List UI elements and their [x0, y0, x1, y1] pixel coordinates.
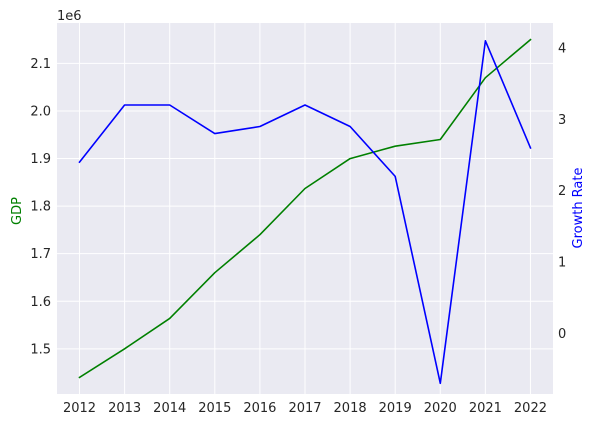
- x-tick-label: 2017: [288, 401, 321, 416]
- x-tick-label: 2015: [198, 401, 231, 416]
- x-tick-label: 2018: [334, 401, 367, 416]
- x-tick-label: 2016: [243, 401, 276, 416]
- right-y-tick-label: 1: [558, 256, 566, 271]
- gdp-line: [78, 38, 532, 379]
- grid: [57, 23, 553, 394]
- x-tick-label: 2019: [379, 401, 412, 416]
- growth-rate-line: [78, 39, 532, 385]
- x-tick-label: 2020: [424, 401, 457, 416]
- x-tick-label: 2014: [153, 401, 186, 416]
- series-group: [78, 38, 532, 385]
- x-tick-label: 2021: [469, 401, 502, 416]
- right-y-tick-label: 2: [558, 184, 566, 199]
- left-y-tick-label: 1.9: [30, 152, 51, 167]
- x-tick-label: 2022: [514, 401, 547, 416]
- right-axis-label: Growth Rate: [571, 168, 586, 249]
- left-y-tick-label: 1.8: [30, 200, 51, 215]
- left-axis-label: GDP: [10, 197, 25, 225]
- left-y-tick-label: 1.7: [30, 247, 51, 262]
- left-y-tick-label: 1.6: [30, 295, 51, 310]
- left-y-tick-label: 2.1: [30, 57, 51, 72]
- right-y-tick-label: 0: [558, 327, 566, 342]
- right-y-tick-label: 3: [558, 113, 566, 128]
- x-tick-label: 2012: [63, 401, 96, 416]
- left-axis-offset-text: 1e6: [57, 9, 82, 24]
- left-y-tick-label: 1.5: [30, 342, 51, 357]
- left-y-tick-label: 2.0: [30, 104, 51, 119]
- x-tick-label: 2013: [108, 401, 141, 416]
- ticks-group: 2012 2013 2014 2015 2016 2017 2018 2019 2020 2021…: [30, 41, 566, 416]
- right-y-tick-label: 4: [558, 41, 566, 56]
